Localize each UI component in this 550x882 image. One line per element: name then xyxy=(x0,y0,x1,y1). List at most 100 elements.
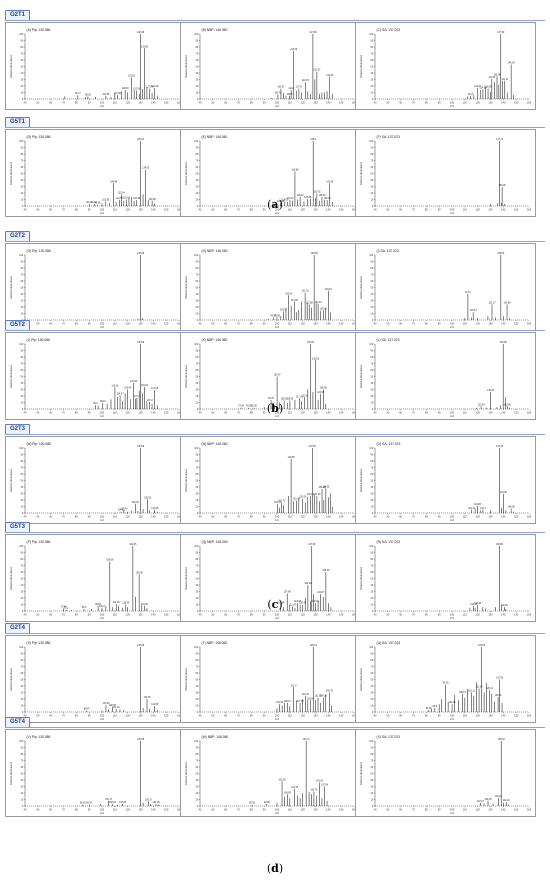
x-tick-label: 80 xyxy=(250,515,253,519)
x-tick-label: 40 xyxy=(24,101,27,105)
x-tick-label: 50 xyxy=(211,613,214,617)
peak-label: 88.07 xyxy=(84,709,90,711)
x-axis-title: m/z xyxy=(100,104,105,108)
y-tick-label: 80 xyxy=(196,153,199,156)
x-tick-label: 50 xyxy=(386,411,389,415)
y-tick-label: 20 xyxy=(196,597,199,600)
x-tick-label: 60 xyxy=(49,714,52,718)
peak-label: 141.08 xyxy=(151,86,159,88)
y-tick-label: 10 xyxy=(196,798,199,801)
y-tick-label: 80 xyxy=(371,659,374,662)
peak-label: 112.03 xyxy=(289,604,297,606)
y-tick-label: 0 xyxy=(22,512,24,515)
peak-label: 138.34 xyxy=(498,739,506,741)
x-tick-label: 70 xyxy=(62,411,65,415)
x-tick-label: 110 xyxy=(463,208,468,212)
x-tick-label: 140 xyxy=(501,515,506,519)
y-tick-label: 20 xyxy=(196,792,199,795)
group-divider xyxy=(5,127,545,128)
panel-title: (N) NBP: 146.060 xyxy=(202,442,228,446)
y-tick-label: 70 xyxy=(21,362,24,365)
x-tick-label: 90 xyxy=(438,322,441,326)
x-tick-label: 130 xyxy=(313,322,318,326)
peak-label: 128.96 xyxy=(311,253,319,255)
y-tick-label: 10 xyxy=(21,312,24,315)
x-tick-label: 150 xyxy=(339,101,344,105)
x-tick-label: 60 xyxy=(224,101,227,105)
x-tick-label: 140 xyxy=(326,515,331,519)
x-tick-label: 90 xyxy=(438,808,441,812)
peak-label: 117.09 xyxy=(121,508,129,510)
panel-title: (I) SA: 137.023 xyxy=(377,249,399,253)
x-tick-label: 70 xyxy=(237,208,240,212)
x-tick-label: 160 xyxy=(352,101,357,105)
peak-label: 105.17 xyxy=(105,799,113,801)
y-tick-label: 100 xyxy=(194,545,199,548)
x-tick-label: 140 xyxy=(151,613,156,617)
y-tick-label: 10 xyxy=(21,401,24,404)
peak-label: 120.06 xyxy=(299,497,307,499)
y-tick-label: 90 xyxy=(196,146,199,149)
x-tick-label: 40 xyxy=(374,714,377,718)
y-tick-label: 0 xyxy=(197,512,199,515)
x-tick-label: 150 xyxy=(339,613,344,617)
y-tick-label: 50 xyxy=(21,772,24,775)
x-tick-label: 90 xyxy=(263,613,266,617)
peak-label: 122.05 xyxy=(302,80,310,82)
x-tick-label: 90 xyxy=(88,515,91,519)
x-tick-label: 70 xyxy=(62,101,65,105)
y-tick-label: 80 xyxy=(196,460,199,463)
x-tick-label: 60 xyxy=(224,322,227,326)
y-tick-label: 0 xyxy=(372,98,374,101)
y-tick-label: 0 xyxy=(22,408,24,411)
y-axis-title: Relative Abundance xyxy=(359,54,363,78)
y-tick-label: 100 xyxy=(19,646,24,649)
x-tick-label: 70 xyxy=(412,714,415,718)
x-tick-label: 130 xyxy=(138,411,143,415)
peak-label: 112.9 xyxy=(291,685,297,687)
y-tick-label: 30 xyxy=(371,492,374,495)
x-tick-label: 80 xyxy=(75,714,78,718)
x-tick-label: 150 xyxy=(164,808,169,812)
y-tick-label: 80 xyxy=(21,153,24,156)
x-tick-label: 40 xyxy=(199,411,202,415)
spectrum-panel: 40 50 60 70 80 90 100 110 120 130 140 150 160 0 10 20 30… xyxy=(5,332,186,420)
peak-label: 141.09 xyxy=(326,75,334,77)
x-tick-label: 90 xyxy=(438,208,441,212)
y-tick-label: 80 xyxy=(21,558,24,561)
x-tick-label: 160 xyxy=(527,101,532,105)
spectrum-panel: 40 50 60 70 80 90 100 110 120 130 140 150 160 0 10 20 30… xyxy=(180,436,361,524)
x-tick-label: 140 xyxy=(326,613,331,617)
y-tick-label: 0 xyxy=(372,512,374,515)
x-tick-label: 100 xyxy=(275,613,280,617)
panel-title: (G) Pip: 130.086 xyxy=(27,249,51,253)
peak-label: 142.08 xyxy=(152,802,160,804)
y-tick-label: 60 xyxy=(371,571,374,574)
x-tick-label: 50 xyxy=(386,322,389,326)
peak-label: 142.21 xyxy=(503,800,511,802)
x-tick-label: 70 xyxy=(412,515,415,519)
x-tick-label: 40 xyxy=(24,411,27,415)
y-tick-label: 70 xyxy=(371,273,374,276)
spectrum-plot: 4050607080901001101201301401501600102030… xyxy=(9,249,182,329)
panel-title: (R) SA: 137.023 xyxy=(377,540,401,544)
peak-label: 119.88 xyxy=(474,504,482,506)
y-tick-label: 70 xyxy=(371,52,374,55)
x-tick-label: 110 xyxy=(113,515,118,519)
x-tick-label: 100 xyxy=(450,411,455,415)
x-tick-label: 90 xyxy=(263,808,266,812)
x-tick-label: 150 xyxy=(164,515,169,519)
x-tick-label: 90 xyxy=(88,101,91,105)
y-tick-label: 40 xyxy=(371,179,374,182)
subfigure-caption: (d) xyxy=(266,862,284,875)
x-tick-label: 160 xyxy=(352,322,357,326)
peak-label: 120.04 xyxy=(124,388,132,390)
y-tick-label: 30 xyxy=(196,185,199,188)
y-tick-label: 30 xyxy=(196,388,199,391)
x-tick-label: 150 xyxy=(339,411,344,415)
subfigure-letter: c xyxy=(271,598,279,611)
y-tick-label: 80 xyxy=(21,267,24,270)
